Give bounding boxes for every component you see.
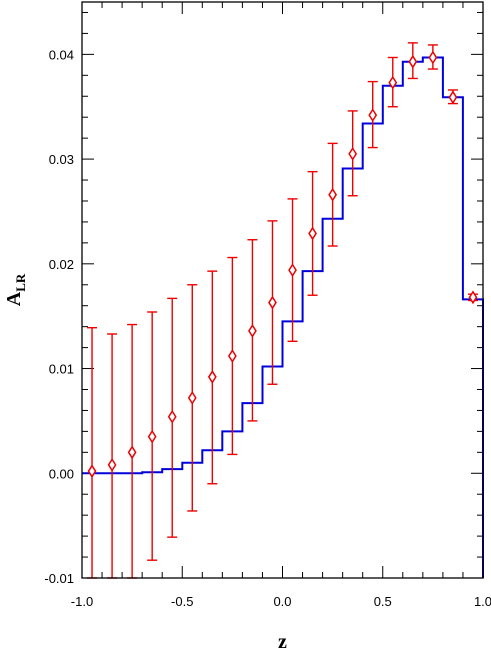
data-point-marker [207,370,217,384]
plot-frame [81,1,484,579]
y-tick-label: 0.03 [49,152,74,167]
x-tick-label: 0.5 [374,594,392,609]
data-point-marker [448,90,458,105]
y-axis-title-subscript: LR [13,273,28,292]
axis-ticks [81,2,484,579]
data-point-marker [248,323,257,338]
x-tick-labels: -1.0 -0.5 0.0 0.5 1.0 [71,594,491,609]
x-tick-label: -1.0 [71,594,93,609]
data-point-marker [408,54,418,69]
svg-text:ALR: ALR [3,273,28,306]
data-point-marker [428,50,438,65]
y-tick-label: 0.04 [49,47,74,62]
data-point-marker [107,457,117,472]
y-tick-label: -0.01 [44,571,74,586]
data-point-marker [328,187,338,202]
y-tick-label: 0.02 [49,257,74,272]
y-tick-labels: -0.01 0.00 0.01 0.02 0.03 0.04 [44,47,74,586]
data-point-marker [187,390,197,405]
data-point-marker [468,290,478,305]
data-point-marker [227,349,237,363]
data-point-marker [147,429,157,444]
y-tick-label: 0.00 [49,466,74,481]
data-point-marker [348,146,358,161]
x-tick-label: 0.0 [273,594,291,609]
y-axis-title: ALR [3,273,28,306]
data-point-marker [127,445,137,460]
x-axis-title: z [278,631,287,653]
data-point-marker [167,409,177,424]
x-tick-label: -0.5 [171,594,193,609]
y-tick-label: 0.01 [49,362,74,377]
data-point-marker [288,263,297,277]
step-line [82,56,484,578]
data-point-marker [388,75,398,90]
data-point-marker [87,464,97,479]
data-point-marker [368,108,378,123]
data-points-with-errorbars [87,42,478,579]
y-axis-title-main: A [3,291,25,306]
data-point-marker [308,226,317,241]
theory-step-curve [82,56,484,578]
x-tick-label: 1.0 [474,594,491,609]
data-point-marker [268,295,277,310]
